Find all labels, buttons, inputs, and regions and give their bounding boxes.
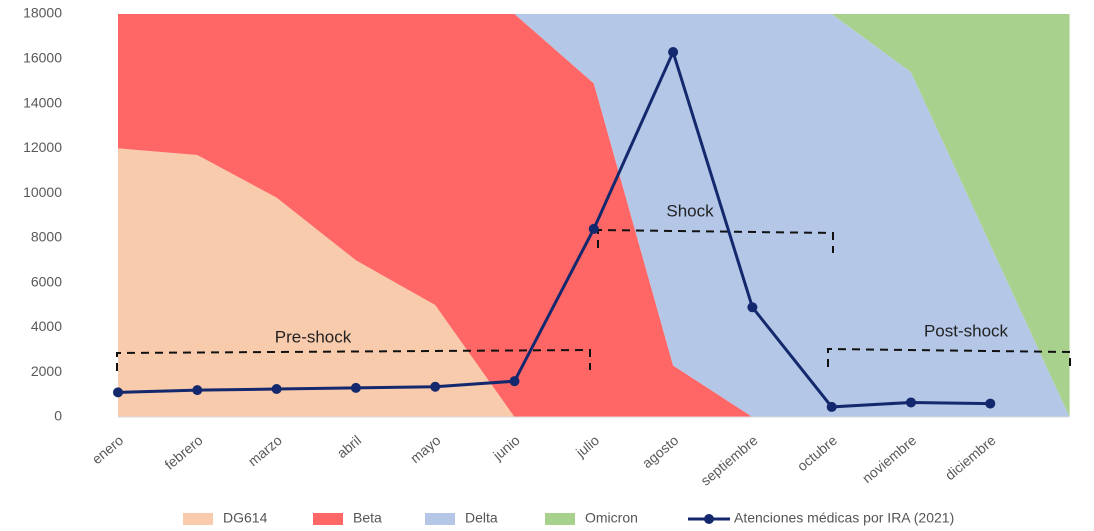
y-tick-label: 6000	[31, 273, 62, 289]
legend-swatch	[545, 513, 575, 525]
x-tick-label: noviembre	[859, 432, 920, 486]
x-tick-label: enero	[89, 432, 127, 467]
point	[985, 398, 996, 409]
point	[350, 382, 361, 393]
legend-swatch	[425, 513, 455, 525]
point	[430, 381, 441, 392]
annotation: Post-shock	[924, 321, 1009, 340]
legend-marker	[704, 514, 714, 524]
annotation: Shock	[666, 201, 714, 220]
x-tick-label: febrero	[161, 432, 205, 473]
y-tick-label: 18000	[23, 5, 62, 21]
point	[192, 385, 203, 396]
legend-label: Atenciones médicas por IRA (2021)	[734, 510, 954, 526]
legend-label: Omicron	[585, 510, 638, 526]
x-tick-label: septiembre	[697, 432, 761, 489]
legend-swatch	[183, 513, 213, 525]
y-tick-label: 0	[54, 408, 62, 424]
y-tick-label: 16000	[23, 49, 62, 65]
y-tick-label: 10000	[23, 184, 62, 200]
area	[118, 14, 1070, 417]
x-tick-label: diciembre	[942, 432, 999, 483]
legend-label: Delta	[465, 510, 498, 526]
y-tick-label: 2000	[31, 363, 62, 379]
legend-swatch	[313, 513, 343, 525]
area	[118, 14, 1070, 417]
x-tick-label: junio	[489, 432, 523, 464]
bracket	[116, 348, 591, 371]
area	[118, 14, 1070, 417]
point	[271, 384, 282, 395]
annotation: Pre-shock	[275, 327, 352, 346]
y-tick-label: 8000	[31, 229, 62, 245]
legend-label: Beta	[353, 510, 382, 526]
line	[117, 47, 991, 409]
point	[747, 302, 758, 313]
x-tick-label: marzo	[245, 432, 285, 469]
point	[668, 47, 679, 58]
point	[826, 401, 837, 412]
legend-label: DG614	[223, 510, 268, 526]
x-tick-label: agosto	[639, 432, 682, 471]
x-tick-label: julio	[572, 432, 602, 461]
y-tick-label: 14000	[23, 94, 62, 110]
x-tick-label: abril	[334, 432, 365, 461]
y-tick-label: 12000	[23, 139, 62, 155]
point	[588, 223, 599, 234]
x-tick-label: octubre	[794, 432, 840, 474]
bracket	[827, 347, 1071, 372]
x-tick-label: mayo	[407, 432, 444, 466]
point	[906, 397, 916, 408]
point	[113, 387, 123, 398]
point	[509, 376, 520, 387]
area	[118, 148, 1070, 418]
y-tick-label: 4000	[31, 318, 62, 334]
